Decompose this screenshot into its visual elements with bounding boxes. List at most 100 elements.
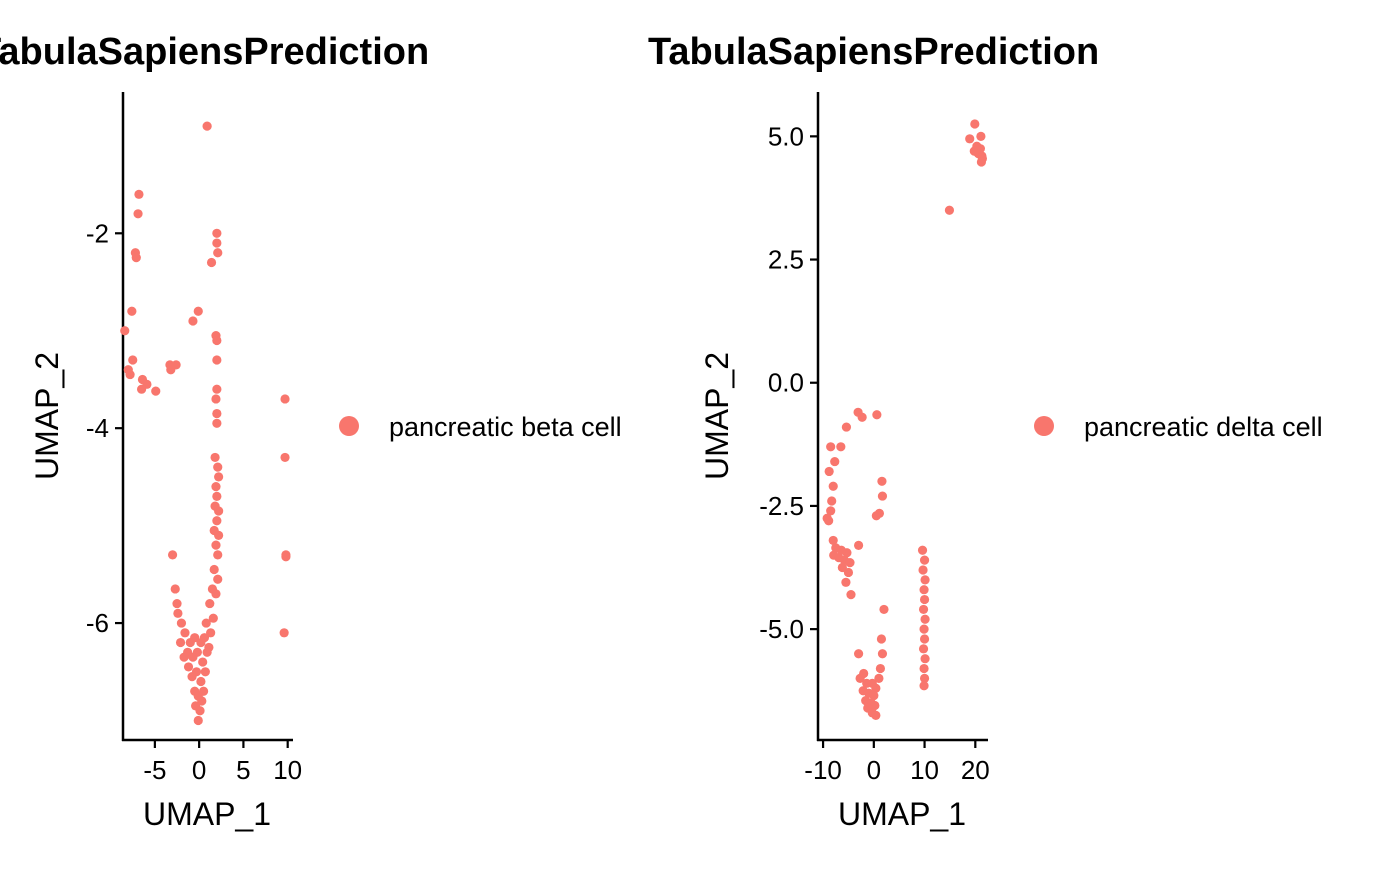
data-point — [919, 663, 929, 674]
data-point — [976, 157, 987, 167]
data-point — [214, 506, 224, 516]
data-point — [872, 410, 882, 420]
data-point — [836, 442, 846, 452]
data-point — [185, 637, 195, 648]
data-point — [965, 134, 975, 144]
data-point — [193, 306, 203, 316]
data-point — [187, 672, 197, 682]
y-tick-label: -6 — [86, 608, 109, 638]
data-point — [212, 238, 222, 248]
data-point — [183, 662, 194, 672]
data-point — [151, 386, 161, 396]
data-point — [209, 564, 219, 575]
left-legend-label: pancreatic beta cell — [389, 412, 622, 442]
data-point — [214, 530, 224, 540]
data-point — [212, 491, 222, 501]
data-point — [976, 131, 986, 141]
data-point — [128, 355, 138, 365]
data-point — [202, 647, 212, 657]
data-point — [837, 562, 847, 573]
data-point — [828, 535, 838, 546]
data-point — [857, 412, 867, 422]
data-point — [871, 710, 881, 720]
data-point — [201, 618, 211, 628]
data-point — [918, 604, 929, 615]
y-tick-label: -2.5 — [759, 491, 804, 521]
data-point — [176, 618, 187, 628]
left-y-ticks: -2 -4 -6 — [86, 218, 123, 638]
left-x-ticks: -5 0 5 10 — [143, 740, 302, 785]
x-tick-label: -5 — [143, 755, 166, 785]
data-point — [211, 589, 221, 599]
left-x-axis-label: UMAP_1 — [143, 796, 271, 832]
data-point — [134, 189, 144, 199]
left-data-points — [120, 121, 291, 726]
left-legend-key — [339, 416, 359, 436]
data-point — [917, 545, 928, 555]
data-point — [827, 496, 837, 506]
data-point — [166, 365, 176, 375]
data-point — [136, 384, 147, 394]
data-point — [824, 466, 834, 477]
data-point — [211, 394, 221, 404]
data-point — [841, 577, 851, 587]
data-point — [193, 715, 203, 726]
data-point — [919, 585, 929, 595]
data-point — [845, 558, 855, 568]
data-point — [281, 552, 291, 562]
left-scatter-panel: TabulaSapiensPrediction -2 -4 -6 -5 0 5 10 UM… — [0, 31, 622, 832]
data-point — [830, 456, 840, 467]
data-point — [280, 394, 290, 404]
data-point — [920, 575, 930, 585]
right-legend-key — [1034, 416, 1054, 436]
data-point — [212, 384, 222, 394]
data-point — [279, 628, 289, 638]
data-point — [197, 696, 207, 706]
data-point — [188, 652, 198, 662]
data-point — [919, 555, 930, 565]
data-point — [826, 442, 836, 452]
data-point — [919, 681, 929, 691]
y-tick-label: -2 — [86, 218, 109, 248]
data-point — [170, 584, 180, 594]
data-point — [855, 673, 865, 684]
data-point — [870, 700, 880, 711]
data-point — [212, 516, 222, 526]
data-point — [125, 369, 135, 380]
data-point — [869, 691, 879, 701]
right-data-points — [822, 119, 988, 720]
data-point — [824, 516, 834, 526]
y-tick-label: -5.0 — [759, 614, 804, 644]
data-point — [206, 628, 216, 638]
data-point — [210, 452, 220, 463]
data-point — [213, 248, 223, 258]
data-point — [841, 422, 852, 432]
data-point — [173, 608, 183, 618]
data-point — [877, 649, 888, 659]
right-x-axis-label: UMAP_1 — [838, 796, 966, 832]
data-point — [213, 462, 223, 472]
data-point — [214, 472, 224, 482]
right-scatter-panel: TabulaSapiensPrediction 5.0 2.5 0.0 -2.5 -5.… — [648, 31, 1323, 832]
x-tick-label: -10 — [804, 755, 842, 785]
data-point — [879, 604, 889, 615]
data-point — [877, 491, 888, 501]
data-point — [846, 590, 856, 600]
x-tick-label: 5 — [236, 755, 250, 785]
data-point — [180, 628, 190, 638]
data-point — [875, 663, 886, 674]
data-point — [918, 644, 929, 654]
data-point — [970, 119, 980, 129]
right-y-ticks: 5.0 2.5 0.0 -2.5 -5.0 — [759, 121, 818, 644]
right-legend-label: pancreatic delta cell — [1084, 412, 1323, 442]
data-point — [920, 614, 930, 624]
data-point — [213, 550, 223, 560]
data-point — [208, 613, 218, 623]
x-tick-label: 20 — [961, 755, 990, 785]
data-point — [919, 673, 930, 684]
data-point — [175, 637, 186, 648]
y-tick-label: 0.0 — [768, 368, 804, 398]
data-point — [200, 667, 210, 677]
right-chart-title: TabulaSapiensPrediction — [648, 31, 1099, 73]
x-tick-label: 0 — [867, 755, 881, 785]
